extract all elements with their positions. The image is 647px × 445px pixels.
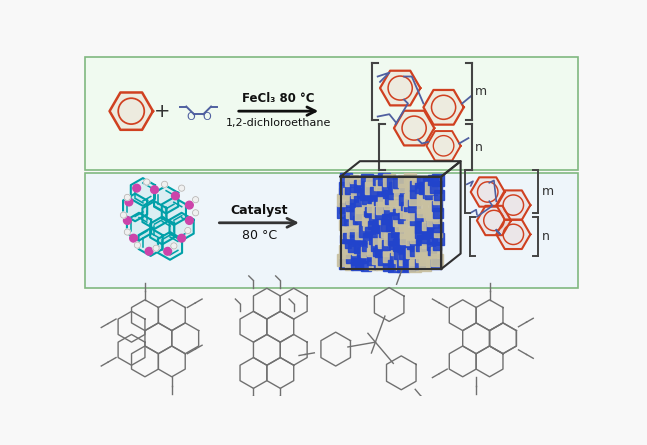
Text: 80 °C: 80 °C xyxy=(241,229,277,242)
Text: +: + xyxy=(154,101,171,121)
Circle shape xyxy=(153,245,159,251)
Circle shape xyxy=(185,227,191,234)
Circle shape xyxy=(145,247,153,255)
Circle shape xyxy=(129,235,137,242)
Text: O: O xyxy=(202,112,211,122)
Circle shape xyxy=(171,192,179,200)
Text: n: n xyxy=(542,230,550,243)
Text: m: m xyxy=(476,85,487,98)
Text: O: O xyxy=(186,112,195,122)
Text: n: n xyxy=(476,141,483,154)
Polygon shape xyxy=(162,198,186,225)
Circle shape xyxy=(178,235,186,242)
Circle shape xyxy=(120,212,127,218)
Polygon shape xyxy=(426,131,461,161)
Circle shape xyxy=(144,179,150,185)
Polygon shape xyxy=(150,217,174,244)
Text: 1,2-dichloroethane: 1,2-dichloroethane xyxy=(226,118,331,129)
Polygon shape xyxy=(380,71,421,105)
Circle shape xyxy=(186,217,193,224)
Circle shape xyxy=(135,242,140,248)
Polygon shape xyxy=(109,93,153,130)
Polygon shape xyxy=(158,232,182,260)
Circle shape xyxy=(192,210,199,216)
Circle shape xyxy=(125,198,133,206)
Polygon shape xyxy=(131,178,155,206)
Polygon shape xyxy=(471,177,505,206)
Polygon shape xyxy=(123,194,148,221)
Polygon shape xyxy=(477,206,511,235)
Polygon shape xyxy=(127,213,151,240)
Bar xyxy=(85,57,578,170)
Circle shape xyxy=(164,247,171,255)
Text: FeCl₃ 80 °C: FeCl₃ 80 °C xyxy=(242,92,314,105)
Polygon shape xyxy=(154,186,178,214)
Circle shape xyxy=(171,243,177,249)
Circle shape xyxy=(179,185,185,191)
Circle shape xyxy=(151,186,159,194)
Polygon shape xyxy=(423,90,464,125)
Circle shape xyxy=(124,194,131,200)
Circle shape xyxy=(192,197,199,203)
Circle shape xyxy=(124,217,131,224)
Circle shape xyxy=(186,201,193,209)
Polygon shape xyxy=(496,220,531,249)
Polygon shape xyxy=(394,111,434,146)
Bar xyxy=(85,173,578,288)
Polygon shape xyxy=(142,201,166,229)
Polygon shape xyxy=(170,213,193,240)
Circle shape xyxy=(124,229,131,235)
Circle shape xyxy=(133,184,140,192)
Text: Catalyst: Catalyst xyxy=(230,204,288,217)
Polygon shape xyxy=(138,228,162,256)
Text: m: m xyxy=(542,186,554,198)
Circle shape xyxy=(162,181,168,187)
Polygon shape xyxy=(496,190,531,220)
